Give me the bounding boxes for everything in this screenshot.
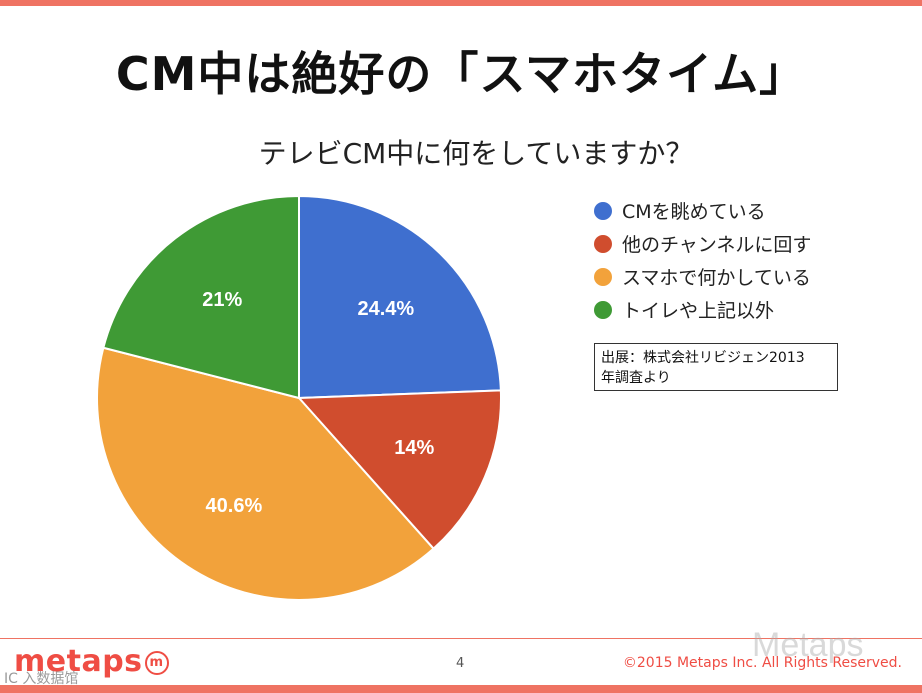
legend-item: スマホで何かしている: [594, 260, 811, 293]
bottom-accent-bar: [0, 685, 922, 693]
legend-swatch: [594, 234, 612, 253]
legend-swatch: [594, 201, 612, 220]
pie-slice-label: 21%: [202, 289, 242, 311]
legend-item: 他のチャンネルに回す: [594, 227, 811, 260]
legend-label: CMを眺めている: [622, 201, 766, 223]
pie-slice-label: 40.6%: [206, 495, 263, 517]
pie-slice: [96, 346, 435, 601]
pie-slice-label: 24.4%: [358, 298, 415, 320]
source-note-line: 出展：株式会社リビジェン2013: [601, 350, 805, 366]
page-number: 4: [456, 656, 465, 671]
pie-slice: [102, 194, 300, 400]
legend-item: CMを眺めている: [594, 194, 811, 227]
slide-title: CM中は絶好の「スマホタイム」: [115, 47, 807, 101]
metaps-logo: metaps m: [14, 644, 169, 679]
copyright: ©2015 Metaps Inc. All Rights Reserved.: [622, 655, 902, 671]
watermark-source: IC 入数据馆: [4, 671, 79, 687]
watermark-metaps: Metaps: [752, 626, 864, 664]
top-accent-bar: [0, 0, 922, 6]
legend-label: トイレや上記以外: [622, 300, 775, 322]
source-note: 出展：株式会社リビジェン2013 年調査より: [594, 343, 838, 391]
chart-legend: CMを眺めている 他のチャンネルに回す スマホで何かしている トイレや上記以外: [594, 194, 811, 326]
legend-swatch: [594, 300, 612, 319]
logo-mark-icon: m: [144, 650, 169, 675]
legend-item: トイレや上記以外: [594, 293, 811, 326]
legend-label: 他のチャンネルに回す: [622, 234, 812, 256]
source-note-line: 年調査より: [601, 370, 671, 386]
chart-title: テレビCM中に何をしていますか？: [258, 137, 694, 170]
pie-slice: [298, 194, 502, 400]
legend-label: スマホで何かしている: [622, 267, 811, 289]
pie-slice: [296, 389, 502, 551]
footer-divider: [0, 638, 922, 639]
pie-slice-label: 14%: [394, 437, 434, 459]
logo-text: metaps: [14, 644, 143, 679]
legend-swatch: [594, 267, 612, 286]
